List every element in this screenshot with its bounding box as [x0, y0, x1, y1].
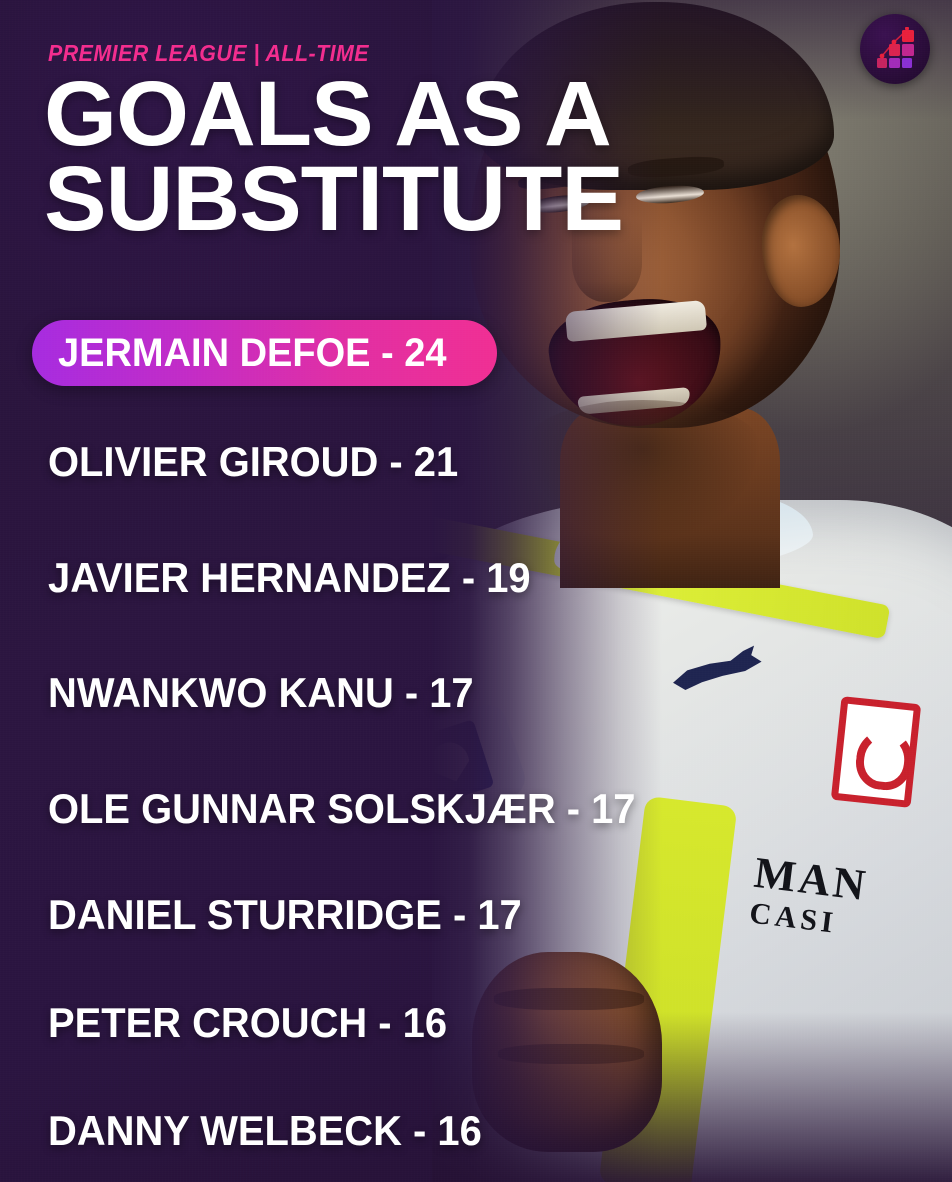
brand-logo[interactable]: [860, 14, 930, 84]
rank-row-label-1: JERMAIN DEFOE - 24: [58, 331, 447, 375]
rank-row-4: NWANKWO KANU - 17: [48, 672, 474, 714]
headline-line-2: SUBSTITUTE: [44, 147, 624, 250]
player-photo: MAN CASI: [432, 0, 952, 1182]
rank-row-label-2: OLIVIER GIROUD - 21: [48, 438, 459, 485]
rank-row-label-7: PETER CROUCH - 16: [48, 999, 448, 1046]
rank-row-label-6: DANIEL STURRIDGE - 17: [48, 891, 522, 938]
eyebrow-label: PREMIER LEAGUE | ALL-TIME: [48, 40, 370, 66]
rank-row-7: PETER CROUCH - 16: [48, 1002, 447, 1044]
rank-row-label-3: JAVIER HERNANDEZ - 19: [48, 554, 531, 601]
photo-fade-bottom: [432, 1012, 952, 1182]
bar-chart-steps-icon: [877, 27, 914, 68]
rank-row-label-4: NWANKWO KANU - 17: [48, 669, 474, 716]
rank-row-label-8: DANNY WELBECK - 16: [48, 1107, 482, 1154]
photo-fade-left: [432, 0, 662, 1182]
rank-row-6: DANIEL STURRIDGE - 17: [48, 894, 522, 936]
highlighted-rank-row: JERMAIN DEFOE - 24: [32, 320, 497, 386]
rank-row-2: OLIVIER GIROUD - 21: [48, 441, 458, 483]
ear: [762, 195, 840, 307]
headline-line-1: GOALS AS A: [44, 63, 612, 165]
rank-row-5: OLE GUNNAR SOLSKJÆR - 17: [48, 788, 636, 830]
rank-row-3: JAVIER HERNANDEZ - 19: [48, 557, 531, 599]
rank-row-label-5: OLE GUNNAR SOLSKJÆR - 17: [48, 785, 636, 832]
rank-row-8: DANNY WELBECK - 16: [48, 1110, 482, 1152]
page-title: GOALS AS A SUBSTITUTE: [44, 63, 656, 250]
